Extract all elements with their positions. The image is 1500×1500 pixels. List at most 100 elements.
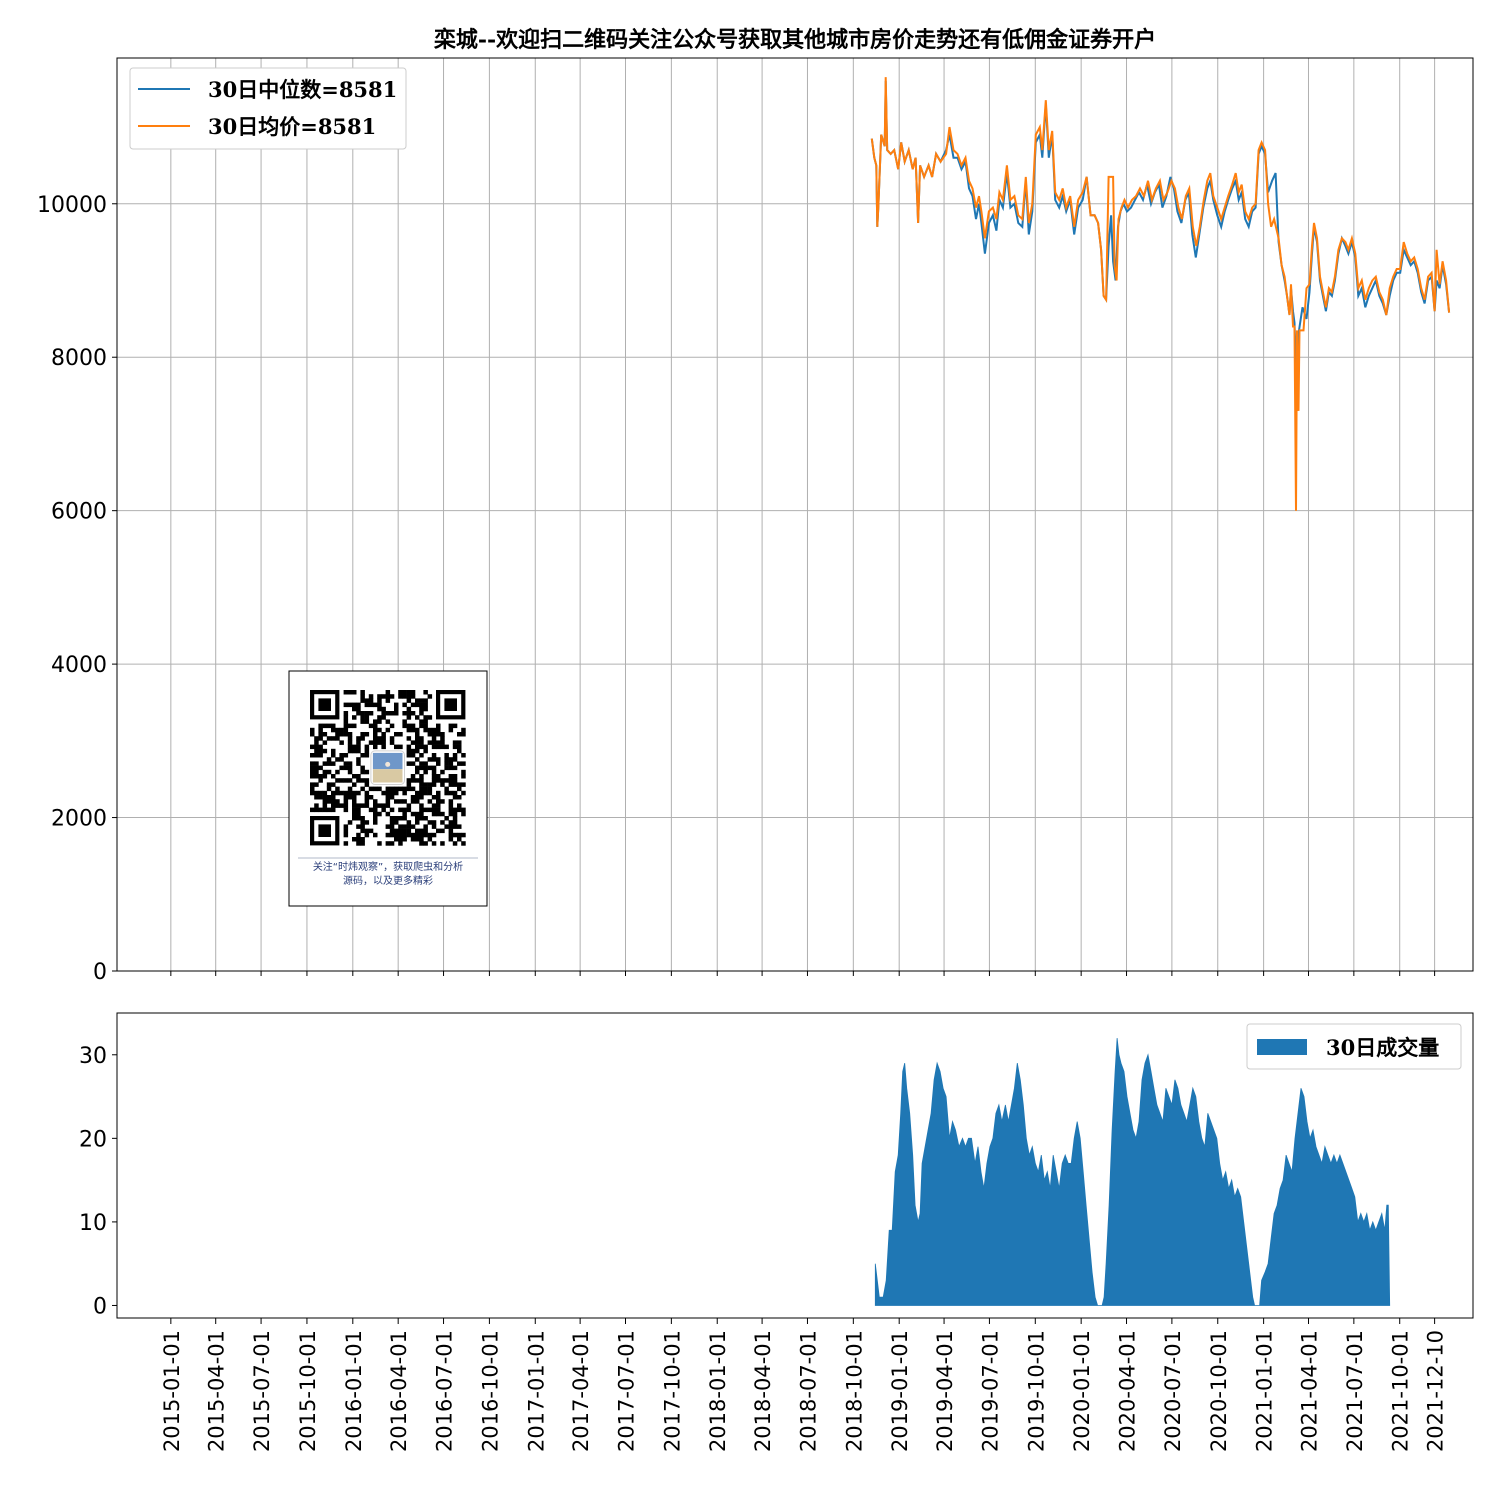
qr-module (452, 753, 458, 758)
volume-x-tick-label: 2016-01-01 (342, 1330, 366, 1452)
qr-module (356, 748, 361, 754)
qr-module (373, 727, 378, 733)
qr-module (310, 782, 315, 787)
qr-module (431, 740, 437, 745)
qr-module (448, 778, 454, 783)
qr-module (318, 765, 323, 771)
qr-module (326, 761, 332, 766)
qr-module (415, 757, 420, 762)
qr-module (335, 799, 340, 804)
qr-module (331, 807, 336, 813)
qr-module (419, 740, 424, 745)
qr-module (410, 748, 416, 754)
qr-module (436, 761, 441, 766)
qr-module (402, 832, 407, 838)
qr-module (440, 736, 445, 741)
qr-module (360, 778, 365, 783)
qr-module (457, 824, 462, 829)
qr-module (431, 803, 437, 808)
qr-module (318, 778, 323, 783)
volume-x-tick-label: 2016-04-01 (387, 1330, 411, 1452)
qr-module (461, 782, 466, 787)
volume-x-tick-label: 2020-07-01 (1161, 1330, 1185, 1452)
qr-module (335, 757, 340, 762)
price-x-ticks (170, 971, 1436, 976)
qr-module (394, 786, 399, 792)
qr-module (461, 774, 466, 779)
qr-module (410, 832, 416, 838)
qr-module (452, 782, 458, 787)
qr-module (368, 711, 374, 716)
qr-module (360, 690, 365, 695)
qr-module (448, 807, 454, 813)
qr-module (360, 803, 365, 808)
qr-module (452, 765, 458, 771)
qr-module (461, 790, 466, 796)
qr-module (364, 828, 370, 834)
qr-module (406, 820, 412, 825)
price-grid (117, 58, 1473, 972)
qr-module (410, 795, 416, 800)
qr-module (343, 715, 349, 720)
qr-module (364, 790, 370, 796)
qr-module (457, 795, 462, 800)
qr-module (339, 753, 344, 758)
qr-module (373, 719, 378, 724)
qr-module (394, 837, 399, 842)
qr-module (347, 740, 353, 745)
qr-module (335, 803, 340, 808)
qr-module (402, 811, 407, 817)
qr-module (415, 740, 420, 745)
qr-module (410, 774, 416, 779)
qr-module (431, 795, 437, 800)
qr-module (377, 715, 382, 720)
qr-module (406, 761, 412, 766)
qr-module (423, 761, 428, 766)
volume-x-tick-label: 2021-12-10 (1424, 1330, 1448, 1452)
price-y-tick-label: 8000 (51, 346, 107, 371)
qr-module (452, 820, 458, 825)
qr-module (314, 803, 319, 808)
qr-module (352, 748, 357, 754)
qr-module (322, 732, 328, 737)
qr-module (402, 837, 407, 842)
qr-module (419, 782, 424, 787)
qr-module (410, 837, 416, 842)
qr-module (423, 744, 428, 750)
qr-module (389, 736, 395, 741)
qr-module (326, 757, 332, 762)
qr-module (448, 774, 454, 779)
qr-module (373, 732, 378, 737)
qr-module (415, 832, 420, 838)
qr-module (452, 807, 458, 813)
qr-module (356, 702, 361, 708)
qr-module (322, 803, 328, 808)
qr-module (444, 744, 449, 750)
qr-module (419, 698, 424, 703)
qr-module (373, 736, 378, 741)
qr-module (415, 744, 420, 750)
qr-module (343, 719, 349, 724)
qr-module (322, 761, 328, 766)
qr-module (339, 778, 344, 783)
qr-module (373, 723, 378, 729)
qr-module (352, 723, 357, 729)
qr-module (347, 765, 353, 771)
qr-module (461, 769, 466, 775)
qr-module (398, 690, 403, 695)
qr-module (415, 778, 420, 783)
qr-module (310, 753, 315, 758)
qr-finder-core (318, 698, 331, 711)
qr-module (314, 753, 319, 758)
qr-module (347, 778, 353, 783)
volume-x-axis: 2015-01-01 2015-04-01 2015-07-01 2015-10-01… (160, 1318, 1448, 1452)
qr-module (389, 694, 395, 699)
qr-module (343, 799, 349, 804)
qr-module (431, 807, 437, 813)
qr-module (326, 795, 332, 800)
qr-module (436, 790, 441, 796)
price-y-axis: 0 2000 4000 6000 8000 10000 (37, 193, 117, 985)
qr-module (452, 757, 458, 762)
qr-module (339, 732, 344, 737)
qr-module (385, 719, 391, 724)
